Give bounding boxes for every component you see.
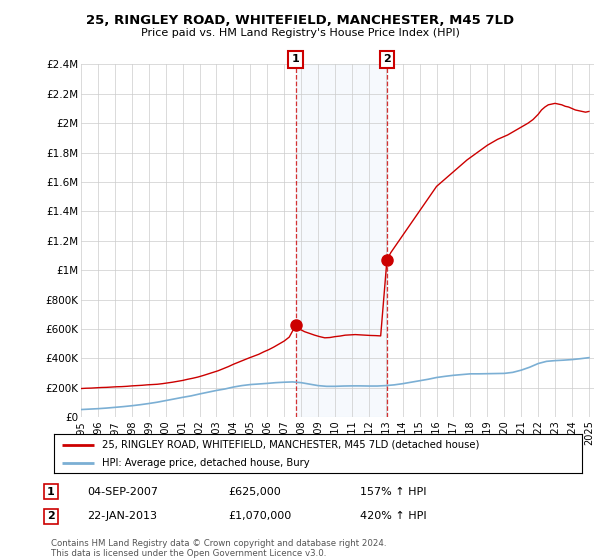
Text: 2: 2 [383, 54, 391, 64]
Text: 1: 1 [292, 54, 299, 64]
Text: 157% ↑ HPI: 157% ↑ HPI [360, 487, 427, 497]
Text: 2: 2 [47, 511, 55, 521]
Text: Price paid vs. HM Land Registry's House Price Index (HPI): Price paid vs. HM Land Registry's House … [140, 28, 460, 38]
Text: £1,070,000: £1,070,000 [228, 511, 291, 521]
Text: Contains HM Land Registry data © Crown copyright and database right 2024.
This d: Contains HM Land Registry data © Crown c… [51, 539, 386, 558]
Text: 420% ↑ HPI: 420% ↑ HPI [360, 511, 427, 521]
Text: 25, RINGLEY ROAD, WHITEFIELD, MANCHESTER, M45 7LD (detached house): 25, RINGLEY ROAD, WHITEFIELD, MANCHESTER… [101, 440, 479, 450]
Text: £625,000: £625,000 [228, 487, 281, 497]
Text: HPI: Average price, detached house, Bury: HPI: Average price, detached house, Bury [101, 458, 309, 468]
Bar [296, 64, 387, 417]
Text: 1: 1 [47, 487, 55, 497]
Text: 22-JAN-2013: 22-JAN-2013 [87, 511, 157, 521]
Text: 04-SEP-2007: 04-SEP-2007 [87, 487, 158, 497]
Text: 25, RINGLEY ROAD, WHITEFIELD, MANCHESTER, M45 7LD: 25, RINGLEY ROAD, WHITEFIELD, MANCHESTER… [86, 14, 514, 27]
